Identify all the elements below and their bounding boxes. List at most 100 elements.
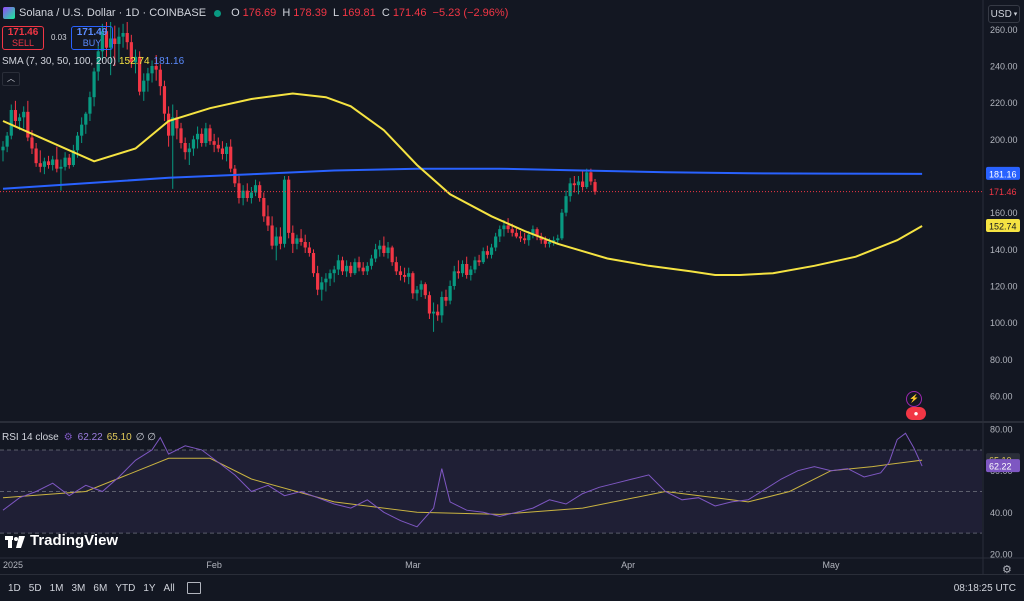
candle <box>506 225 510 230</box>
candle <box>92 71 96 98</box>
clock-utc[interactable]: 08:18:25 UTC <box>953 582 1016 594</box>
settings-gear-icon[interactable]: ⚙ <box>1002 564 1012 576</box>
candle <box>179 128 183 143</box>
rsi-value: 62.22 <box>77 432 103 443</box>
tf-1m[interactable]: 1M <box>49 582 64 594</box>
candle <box>270 225 274 246</box>
candle <box>324 278 328 283</box>
candle <box>510 229 514 233</box>
tf-1d[interactable]: 1D <box>8 582 21 594</box>
candle <box>17 117 22 121</box>
candle <box>498 229 502 237</box>
candle <box>133 56 138 63</box>
time-label-2025: 2025 <box>3 560 23 570</box>
candle <box>258 185 262 198</box>
candle <box>361 267 365 272</box>
price-tick-240: 240.00 <box>990 62 1018 72</box>
candle <box>146 73 150 81</box>
sma-fast-price-label: 152.74 <box>989 221 1017 231</box>
tf-1y[interactable]: 1Y <box>143 582 156 594</box>
candle <box>419 284 423 290</box>
event-flag-icon[interactable]: ● <box>906 407 926 420</box>
sma-slow-price-label: 181.16 <box>989 169 1017 179</box>
candle <box>291 232 295 244</box>
candle <box>287 179 291 233</box>
tf-ytd[interactable]: YTD <box>115 582 136 594</box>
candle <box>80 124 84 136</box>
candle <box>394 262 398 272</box>
buy-button[interactable]: 171.49 BUY <box>71 26 113 50</box>
candle <box>369 258 374 266</box>
collapse-legend-button[interactable]: ︿ <box>2 72 20 86</box>
candle <box>278 236 282 244</box>
candle <box>431 311 436 314</box>
candle <box>63 157 67 167</box>
chevron-down-icon: ▾ <box>1013 11 1018 18</box>
candle <box>473 260 477 270</box>
time-label-May: May <box>822 560 840 570</box>
candle <box>560 212 564 239</box>
candle <box>1 146 5 151</box>
price-tick-260: 260.00 <box>990 25 1018 35</box>
rsi-settings-icon[interactable]: ⚙ <box>63 432 73 443</box>
price-tick-100: 100.00 <box>990 318 1018 328</box>
candle <box>485 251 489 255</box>
sma-fast-line <box>2 92 923 276</box>
candle <box>349 265 353 274</box>
candle <box>303 242 307 248</box>
candle <box>55 159 59 169</box>
sma-value-slow: 181.16 <box>153 56 185 67</box>
tf-all[interactable]: All <box>163 582 175 594</box>
rsi-extra-values: ∅ ∅ <box>135 432 156 443</box>
candle <box>171 117 175 136</box>
candle <box>328 273 332 279</box>
candle <box>195 133 200 140</box>
price-tick-160: 160.00 <box>990 208 1018 218</box>
candle <box>229 146 233 169</box>
timeframe-bar: 1D 5D 1M 3M 6M YTD 1Y All 08:18:25 UTC <box>0 574 1024 601</box>
candle <box>175 117 179 129</box>
candle <box>167 113 171 136</box>
candle <box>365 265 369 272</box>
sma-legend[interactable]: SMA (7, 30, 50, 100, 200) 152.74 181.16 <box>2 56 185 67</box>
candle <box>456 271 460 274</box>
candle <box>109 38 113 48</box>
candle <box>589 172 593 182</box>
candle <box>142 80 146 92</box>
tf-5d[interactable]: 5D <box>28 582 42 594</box>
candle <box>46 161 51 165</box>
candle <box>26 111 30 138</box>
candles-layer <box>1 22 923 332</box>
price-tick-120: 120.00 <box>990 282 1018 292</box>
candle <box>572 183 576 186</box>
candle <box>514 232 518 237</box>
rsi-axis-label-bg <box>986 459 1020 473</box>
event-flash-icon[interactable]: ⚡ <box>906 391 922 407</box>
tf-3m[interactable]: 3M <box>71 582 86 594</box>
candle <box>460 264 465 274</box>
rsi-axis-label: 62.22 <box>989 462 1012 472</box>
currency-selector[interactable]: USD ▾ <box>988 5 1020 23</box>
candle <box>262 198 266 217</box>
candle <box>494 236 498 248</box>
calendar-range-icon[interactable] <box>186 582 201 594</box>
rsi-label: RSI 14 close <box>2 432 59 443</box>
rsi-legend[interactable]: RSI 14 close ⚙ 62.22 65.10 ∅ ∅ <box>2 432 157 443</box>
chevron-up-icon: ︿ <box>7 74 15 83</box>
candle <box>30 137 34 149</box>
candle <box>100 31 104 52</box>
candle <box>415 289 419 294</box>
candle <box>502 225 506 230</box>
chart-header: Solana / U.S. Dollar · 1D · COINBASE O 17… <box>0 4 511 22</box>
symbol-title[interactable]: Solana / U.S. Dollar · 1D · COINBASE <box>19 7 207 19</box>
rsi-tick-80: 80.00 <box>990 425 1013 435</box>
candle <box>125 33 129 43</box>
sell-button[interactable]: 171.46 SELL <box>2 26 44 50</box>
candle <box>481 251 485 263</box>
candle <box>34 148 38 164</box>
tf-6m[interactable]: 6M <box>93 582 108 594</box>
candle <box>150 66 154 74</box>
candle <box>187 148 191 153</box>
candle <box>22 111 26 118</box>
